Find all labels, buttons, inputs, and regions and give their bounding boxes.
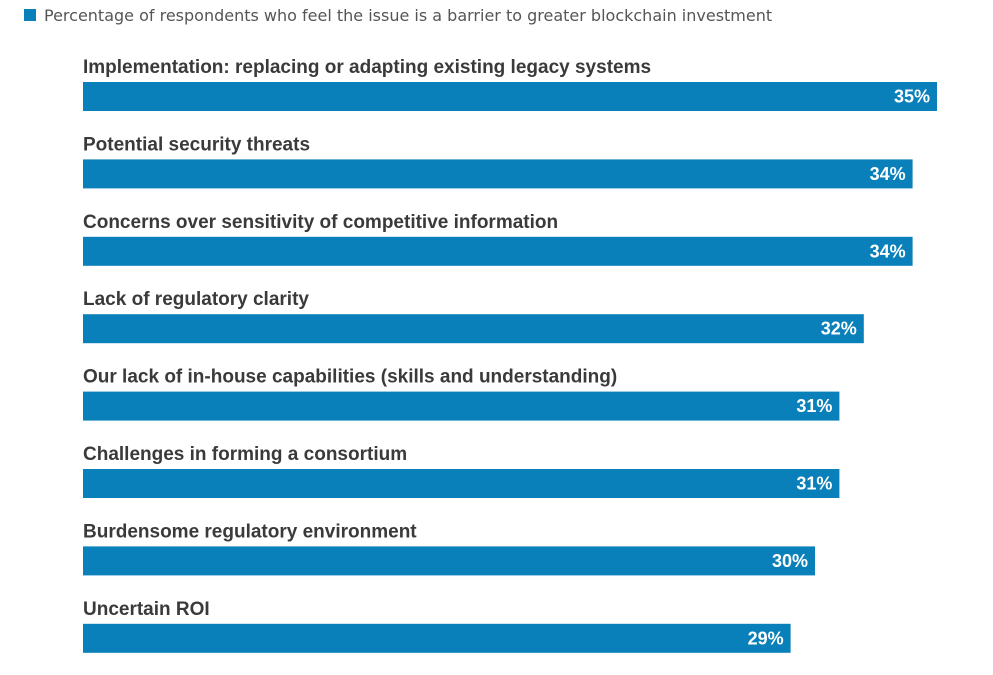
- bar: [83, 159, 913, 189]
- category-label: Concerns over sensitivity of competitive…: [83, 212, 558, 233]
- value-label: 34%: [870, 164, 906, 184]
- category-label: Implementation: replacing or adapting ex…: [83, 57, 651, 78]
- bar: [83, 391, 840, 421]
- bar: [83, 623, 791, 653]
- value-label: 29%: [748, 628, 784, 648]
- value-label: 31%: [796, 396, 832, 416]
- category-label: Lack of regulatory clarity: [83, 289, 309, 310]
- value-label: 34%: [870, 241, 906, 261]
- category-label: Burdensome regulatory environment: [83, 521, 417, 542]
- value-label: 32%: [821, 319, 857, 339]
- bar: [83, 82, 937, 111]
- value-label: 30%: [772, 551, 808, 571]
- bar: [83, 236, 913, 266]
- legend-swatch: [24, 9, 36, 21]
- bar: [83, 546, 815, 576]
- category-label: Uncertain ROI: [83, 599, 210, 620]
- bar: [83, 314, 864, 344]
- value-label: 35%: [894, 87, 930, 107]
- category-label: Challenges in forming a consortium: [83, 444, 407, 465]
- value-label: 31%: [796, 474, 832, 494]
- legend-label: Percentage of respondents who feel the i…: [44, 5, 773, 25]
- category-label: Potential security threats: [83, 134, 310, 155]
- category-label: Our lack of in-house capabilities (skill…: [83, 367, 617, 388]
- bar: [83, 469, 840, 498]
- chart-legend: Percentage of respondents who feel the i…: [24, 4, 772, 26]
